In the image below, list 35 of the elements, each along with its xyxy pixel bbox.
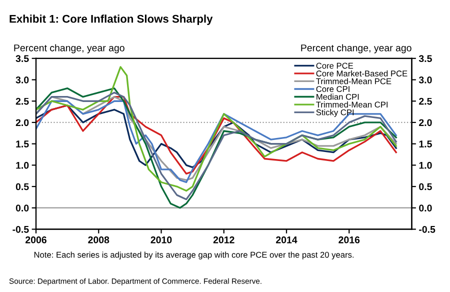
legend-label: Core PCE bbox=[316, 62, 354, 69]
legend-label: Trimmed-Mean CPI bbox=[316, 101, 388, 108]
legend-label: Trimmed-Mean PCE bbox=[316, 78, 392, 84]
y-tick-label: 0.0 bbox=[16, 204, 29, 212]
x-tick-label: 2014 bbox=[276, 236, 298, 244]
x-tick-label: 2012 bbox=[213, 236, 234, 244]
y-axis-title: Percent change, year ago bbox=[14, 44, 124, 54]
y-tick-label: 2.0 bbox=[16, 119, 29, 126]
y-tick-label: -0.5 bbox=[12, 226, 29, 233]
x-tick-label: 2008 bbox=[88, 236, 110, 244]
y-tick-label: 0.5 bbox=[16, 183, 29, 190]
y2-tick-label: 1.0 bbox=[419, 162, 432, 169]
y2-tick-label: 1.5 bbox=[419, 140, 432, 148]
x-tick-label: 2010 bbox=[150, 236, 172, 244]
y2-tick-label: 2.0 bbox=[419, 119, 432, 126]
y-tick-label: 1.5 bbox=[16, 140, 29, 148]
x-tick-label: 2006 bbox=[26, 236, 46, 244]
legend-label: Median CPI bbox=[316, 94, 359, 100]
y-tick-label: 2.5 bbox=[16, 98, 29, 105]
y2-tick-label: 2.5 bbox=[419, 98, 432, 105]
y-tick-label: 1.0 bbox=[16, 162, 29, 169]
y2-tick-label: -0.5 bbox=[419, 226, 436, 233]
y-tick-label: 3.5 bbox=[16, 55, 29, 62]
y2-tick-label: 3.0 bbox=[418, 76, 432, 84]
x-tick-label: 2016 bbox=[338, 236, 360, 244]
legend-label: Core Market-Based PCE bbox=[316, 70, 408, 76]
text: Note: Each series is adjusted by its average gap with core PCE over the past 20 years. bbox=[34, 252, 354, 260]
y2-axis-title: Percent change, year ago bbox=[301, 44, 412, 54]
legend-label: Core CPI bbox=[316, 86, 350, 92]
y2-tick-label: 3.5 bbox=[418, 55, 432, 62]
y2-tick-label: 0.5 bbox=[419, 183, 432, 190]
chart-title: Exhibit 1: Core Inflation Slows Sharply bbox=[10, 14, 213, 25]
y-tick-label: 3.0 bbox=[16, 76, 29, 84]
y2-tick-label: 0.0 bbox=[419, 204, 432, 212]
legend-label: Sticky CPI bbox=[316, 109, 354, 117]
